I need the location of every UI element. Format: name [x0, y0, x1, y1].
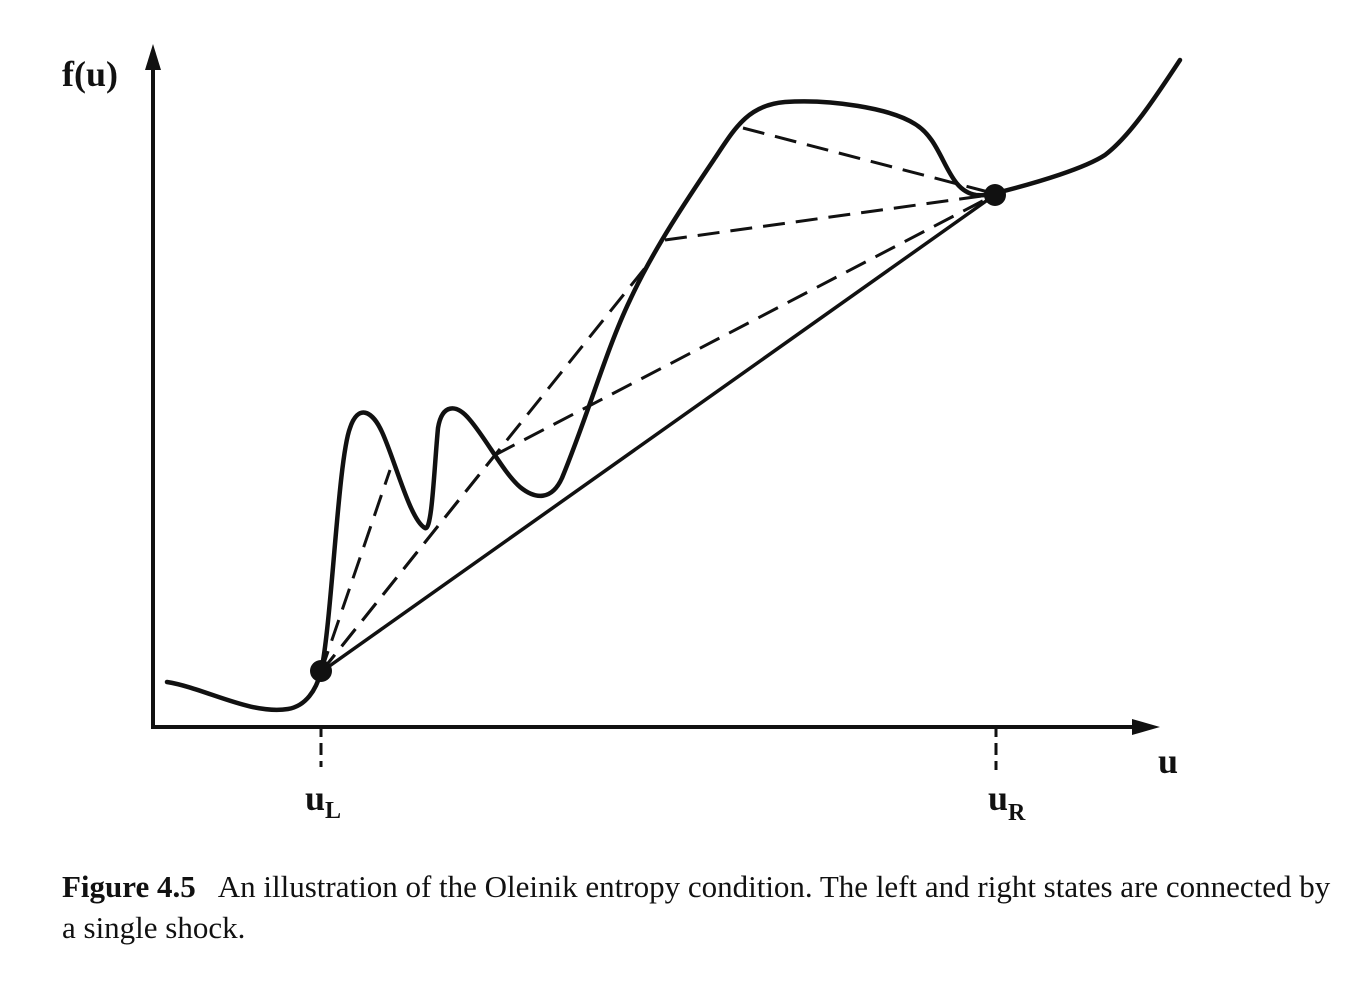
ul-label-subscript: L — [325, 798, 341, 824]
dashed-chord-shoulder-to-ur — [664, 192, 997, 242]
left-state-point — [310, 660, 332, 682]
flux-curve — [164, 57, 1183, 713]
y-axis-arrowhead — [145, 44, 161, 70]
x-axis-label: u — [1158, 741, 1178, 781]
ul-label: uL — [305, 778, 341, 824]
dashed-chords — [319, 126, 997, 673]
right-state-point — [984, 184, 1006, 206]
ur-label-base: u — [988, 778, 1008, 818]
figure-caption: Figure 4.5 An illustration of the Oleinik… — [62, 866, 1332, 948]
dashed-chord-ul-mid — [319, 454, 497, 673]
ur-label: uR — [988, 778, 1026, 826]
dashed-chord-ul-to-first-peak — [319, 469, 392, 673]
y-axis-label: f(u) — [62, 54, 118, 94]
ul-label-base: u — [305, 778, 325, 818]
figure-number: Figure 4.5 — [62, 869, 196, 904]
shock-chord — [319, 192, 998, 674]
caption-text: An illustration of the Oleinik entropy c… — [62, 869, 1331, 945]
dashed-chord-hump-to-ur — [742, 126, 997, 196]
dashed-chord-wiggle-to-ur — [494, 192, 997, 457]
ur-label-subscript: R — [1008, 800, 1026, 826]
x-axis-arrowhead — [1132, 719, 1160, 735]
